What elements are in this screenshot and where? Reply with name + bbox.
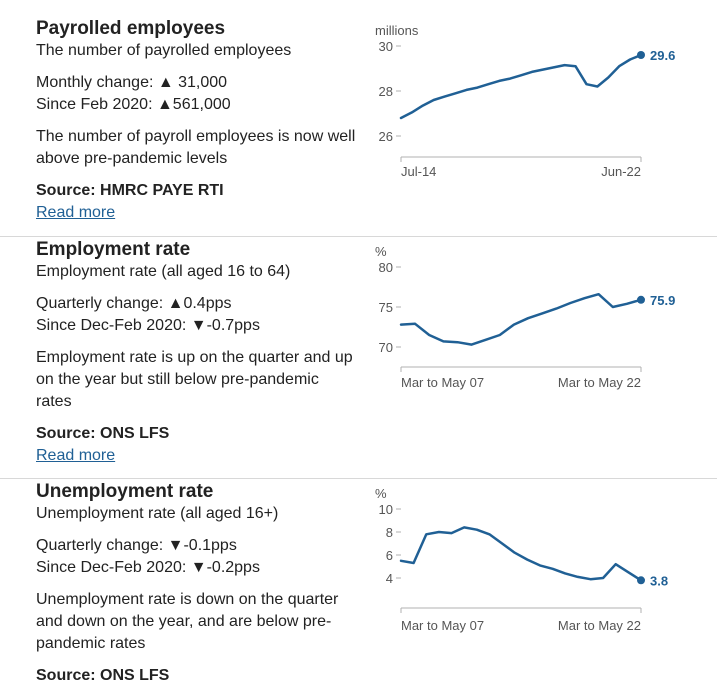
change-line-2: Since Feb 2020: ▲561,000	[36, 96, 231, 113]
x-start-label: Jul-14	[401, 164, 436, 179]
x-start-label: Mar to May 07	[401, 618, 484, 633]
y-tick-label: 10	[379, 502, 393, 517]
end-value-label: 3.8	[650, 573, 668, 588]
panel-description: Unemployment rate is down on the quarter…	[36, 591, 339, 652]
panel-description: The number of payroll employees is now w…	[36, 128, 356, 167]
x-end-label: Mar to May 22	[558, 375, 641, 390]
change-line-2: Since Dec-Feb 2020: ▼-0.2pps	[36, 559, 260, 576]
employment-rate-chart: % 70 75 80 Mar to May 07 Mar to May 22 75.9	[375, 244, 675, 390]
series-line	[399, 292, 643, 346]
end-value-label: 75.9	[650, 293, 675, 308]
employment-rate-panel: Employment rate Employment rate (all age…	[0, 236, 717, 479]
end-value-label: 29.6	[650, 48, 675, 63]
y-tick-label: 30	[379, 39, 393, 54]
y-tick-label: 6	[386, 548, 393, 563]
y-tick-label: 80	[379, 260, 393, 275]
x-end-label: Mar to May 22	[558, 618, 641, 633]
read-more-link[interactable]: Read more	[36, 447, 116, 464]
panel-title: Employment rate	[36, 239, 191, 260]
panel-title: Payrolled employees	[36, 18, 226, 39]
change-line-1: Quarterly change: ▲0.4pps	[36, 295, 232, 312]
read-more-link[interactable]: Read more	[36, 204, 116, 221]
series-line	[399, 526, 643, 582]
x-end-label: Jun-22	[601, 164, 641, 179]
payrolled-employees-panel: Payrolled employees The number of payrol…	[0, 0, 717, 236]
y-tick-label: 4	[386, 571, 393, 586]
end-point-marker	[637, 51, 645, 59]
payrolled-employees-chart: millions 26 28 30 Jul-14 Jun-22 29.6	[375, 23, 675, 179]
change-line-2: Since Dec-Feb 2020: ▼-0.7pps	[36, 317, 260, 334]
panel-source: Source: ONS LFS	[36, 667, 170, 684]
x-start-label: Mar to May 07	[401, 375, 484, 390]
y-unit-label: %	[375, 244, 387, 259]
panel-title: Unemployment rate	[36, 481, 214, 502]
panel-description: Employment rate is up on the quarter and…	[36, 349, 353, 410]
y-tick-label: 26	[379, 129, 393, 144]
panel-source: Source: ONS LFS	[36, 425, 170, 442]
panel-subtitle: The number of payrolled employees	[36, 42, 292, 59]
y-tick-label: 70	[379, 340, 393, 355]
unemployment-rate-chart: % 4 6 8 10 Mar to May 07 Mar to May 22 3.8	[375, 486, 668, 633]
y-tick-label: 8	[386, 525, 393, 540]
panel-subtitle: Employment rate (all aged 16 to 64)	[36, 263, 291, 280]
end-point-marker	[637, 295, 645, 304]
panel-subtitle: Unemployment rate (all aged 16+)	[36, 505, 279, 522]
change-line-1: Monthly change: ▲ 31,000	[36, 74, 228, 91]
series-line	[399, 53, 643, 120]
y-unit-label: %	[375, 486, 387, 501]
change-line-1: Quarterly change: ▼-0.1pps	[36, 537, 237, 554]
panel-source: Source: HMRC PAYE RTI	[36, 182, 224, 199]
unemployment-rate-panel: Unemployment rate Unemployment rate (all…	[0, 478, 717, 689]
y-tick-label: 75	[379, 300, 393, 315]
y-unit-label: millions	[375, 23, 419, 38]
end-point-marker	[637, 576, 645, 585]
y-tick-label: 28	[379, 84, 393, 99]
